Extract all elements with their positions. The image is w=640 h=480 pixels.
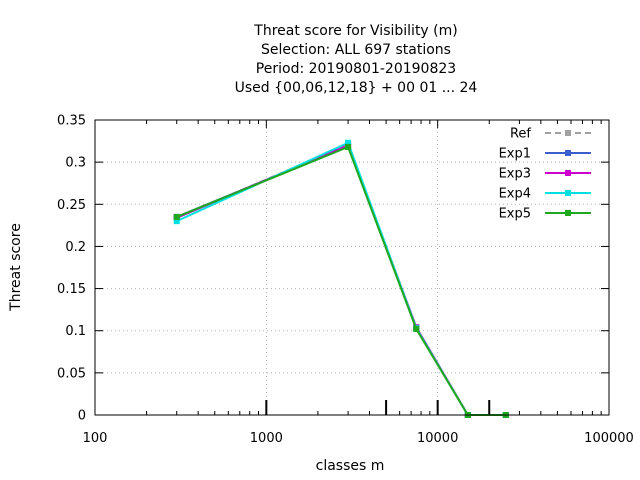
plot-frame — [94, 119, 610, 416]
series-exp4 — [173, 139, 509, 418]
title-line-4: Used {00,06,12,18} + 00 01 ... 24 — [235, 80, 478, 96]
x-tick-label: 100 — [83, 431, 108, 446]
series-point-exp4-0 — [173, 218, 180, 225]
x-axis-ticks: 100 1000 10000 100000 — [83, 120, 634, 446]
series-point-exp5-2 — [413, 326, 420, 333]
series-point-exp5-1 — [345, 143, 352, 150]
legend-marker-exp5 — [565, 210, 571, 216]
legend-marker-ref — [565, 130, 571, 136]
y-tick-label: 0 — [78, 409, 86, 424]
series-line-exp3 — [176, 144, 506, 416]
x-tick-label: 10000 — [417, 431, 458, 446]
series-exp5 — [173, 143, 509, 418]
series-point-exp4-1 — [345, 139, 352, 146]
series-line-ref — [176, 143, 506, 416]
title-line-1: Threat score for Visibility (m) — [253, 23, 457, 39]
y-tick-label: 0.25 — [57, 198, 86, 213]
legend-marker-exp4 — [565, 190, 571, 196]
legend-label: Exp5 — [499, 207, 531, 222]
x-tick-label: 1000 — [250, 431, 283, 446]
legend-label: Exp1 — [499, 147, 531, 162]
series-ref — [173, 141, 509, 418]
legend-label: Exp3 — [499, 167, 531, 182]
legend-label: Exp4 — [499, 187, 531, 202]
series-exp3 — [173, 142, 509, 418]
y-tick-label: 0.05 — [57, 366, 86, 381]
y-tick-label: 0.35 — [57, 114, 86, 129]
y-axis-label: Threat score — [8, 223, 24, 312]
series-point-exp5-0 — [173, 213, 180, 220]
chart-title: Threat score for Visibility (m) Selectio… — [235, 23, 478, 96]
y-axis-ticks: 0 0.05 0.1 0.15 0.2 0.25 0.3 0.35 — [57, 114, 609, 424]
legend-marker-exp3 — [565, 170, 571, 176]
legend-label: Ref — [510, 127, 531, 142]
series-lines — [173, 139, 509, 418]
legend-marker-exp1 — [565, 150, 571, 156]
y-tick-label: 0.1 — [65, 324, 86, 339]
title-line-3: Period: 20190801-20190823 — [256, 61, 456, 77]
class-markers — [265, 400, 491, 415]
series-line-exp1 — [176, 145, 506, 416]
y-tick-label: 0.3 — [65, 156, 86, 171]
x-axis-label: classes m — [316, 458, 385, 474]
series-line-exp5 — [176, 145, 506, 416]
title-line-2: Selection: ALL 697 stations — [261, 42, 451, 58]
y-tick-label: 0.15 — [57, 282, 86, 297]
series-exp1 — [173, 143, 509, 418]
x-tick-label: 100000 — [584, 431, 634, 446]
y-tick-label: 0.2 — [65, 240, 86, 255]
grid — [95, 120, 609, 415]
legend: Ref Exp1 Exp3 Exp4 Exp5 — [499, 127, 591, 222]
series-line-exp4 — [176, 141, 506, 416]
